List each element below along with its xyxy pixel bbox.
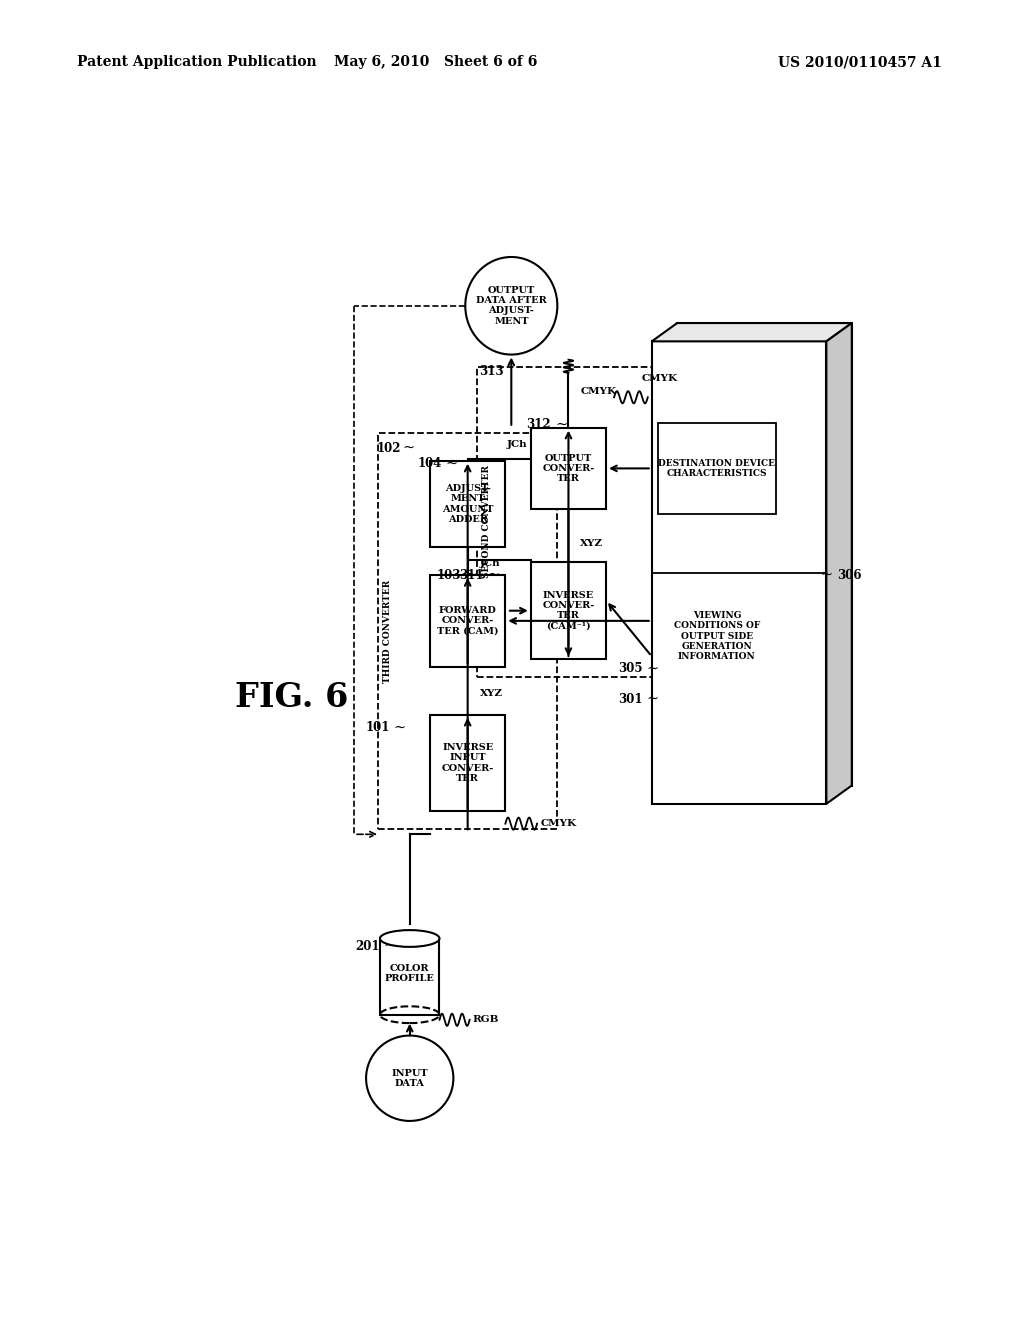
- Text: CMYK: CMYK: [541, 820, 577, 828]
- Text: INPUT
DATA: INPUT DATA: [391, 1069, 428, 1088]
- Text: ∼: ∼: [646, 692, 658, 706]
- Text: 311: 311: [459, 569, 483, 582]
- Bar: [677, 323, 852, 785]
- Bar: [430, 461, 506, 548]
- Text: 306: 306: [837, 569, 861, 582]
- Bar: [530, 428, 606, 510]
- Bar: [658, 422, 775, 515]
- Text: SECOND CONVERTER: SECOND CONVERTER: [482, 466, 490, 578]
- Ellipse shape: [465, 257, 557, 355]
- Text: May 6, 2010   Sheet 6 of 6: May 6, 2010 Sheet 6 of 6: [334, 55, 537, 70]
- Text: 305: 305: [618, 663, 643, 675]
- Text: 102: 102: [377, 442, 401, 454]
- Bar: [380, 939, 439, 1015]
- Text: ∼: ∼: [445, 457, 458, 470]
- Text: JCh: JCh: [507, 440, 527, 449]
- Text: CMYK: CMYK: [581, 387, 616, 396]
- Bar: [652, 342, 826, 804]
- Text: Patent Application Publication: Patent Application Publication: [77, 55, 316, 70]
- Text: 301: 301: [618, 693, 643, 706]
- Text: 104: 104: [417, 457, 441, 470]
- Text: COLOR
PROFILE: COLOR PROFILE: [385, 964, 434, 983]
- Text: CMYK: CMYK: [642, 375, 678, 383]
- Text: US 2010/0110457 A1: US 2010/0110457 A1: [778, 55, 942, 70]
- Ellipse shape: [380, 931, 439, 946]
- Text: 313: 313: [479, 366, 504, 379]
- Polygon shape: [826, 323, 852, 804]
- Ellipse shape: [366, 1036, 454, 1121]
- Text: FIG. 6: FIG. 6: [236, 681, 348, 714]
- Text: OUTPUT
DATA AFTER
ADJUST-
MENT: OUTPUT DATA AFTER ADJUST- MENT: [476, 285, 547, 326]
- Text: OUTPUT
CONVER-
TER: OUTPUT CONVER- TER: [543, 454, 595, 483]
- Polygon shape: [652, 323, 852, 342]
- Text: ∼: ∼: [820, 568, 833, 582]
- Text: XYZ: XYZ: [581, 539, 603, 548]
- Text: ∼: ∼: [384, 939, 396, 953]
- Text: ∼: ∼: [402, 441, 415, 455]
- Text: RGB: RGB: [473, 1015, 500, 1024]
- Text: XYZ: XYZ: [479, 689, 503, 698]
- Text: FORWARD
CONVER-
TER (CAM): FORWARD CONVER- TER (CAM): [437, 606, 499, 636]
- Text: INVERSE
CONVER-
TER
(CAM⁻¹): INVERSE CONVER- TER (CAM⁻¹): [543, 590, 595, 631]
- Text: ∼: ∼: [646, 661, 658, 676]
- Text: ∼: ∼: [394, 721, 407, 735]
- Text: ∼: ∼: [487, 568, 500, 582]
- Text: ADJUST-
MENT
AMOUNT
ADDER: ADJUST- MENT AMOUNT ADDER: [442, 484, 494, 524]
- Text: 101: 101: [366, 721, 390, 734]
- Text: INVERSE
INPUT
CONVER-
TER: INVERSE INPUT CONVER- TER: [441, 743, 494, 783]
- Text: VIEWING
CONDITIONS OF
OUTPUT SIDE
GENERATION
INFORMATION: VIEWING CONDITIONS OF OUTPUT SIDE GENERA…: [674, 611, 760, 661]
- Text: ∼: ∼: [465, 568, 477, 582]
- Bar: [477, 367, 655, 677]
- Bar: [430, 576, 506, 667]
- Text: THIRD CONVERTER: THIRD CONVERTER: [383, 579, 392, 682]
- Text: ∼: ∼: [555, 417, 567, 432]
- Bar: [430, 715, 506, 812]
- Text: DESTINATION DEVICE
CHARACTERISTICS: DESTINATION DEVICE CHARACTERISTICS: [658, 459, 775, 478]
- Text: 201: 201: [355, 940, 380, 953]
- Text: 312: 312: [526, 418, 551, 432]
- Text: 103: 103: [437, 569, 461, 582]
- Bar: [530, 562, 606, 659]
- Text: JCh: JCh: [479, 560, 500, 568]
- Bar: [378, 433, 557, 829]
